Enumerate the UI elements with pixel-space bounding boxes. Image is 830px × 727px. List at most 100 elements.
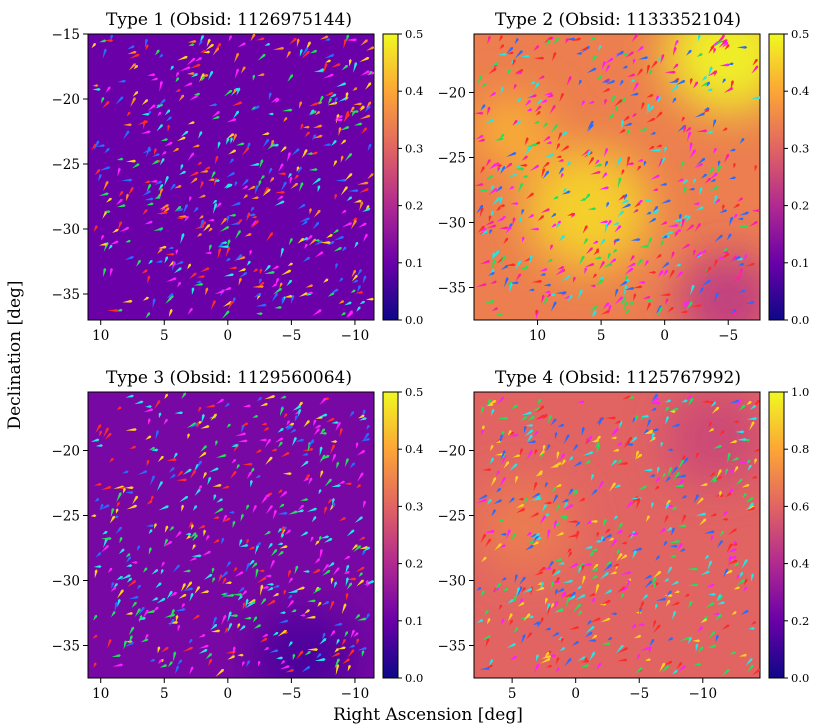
vector-arrow xyxy=(359,546,369,550)
vector-arrow xyxy=(487,398,492,407)
vector-arrow xyxy=(329,93,337,98)
vector-arrow xyxy=(714,39,723,47)
vector-arrow xyxy=(209,244,212,252)
vector-arrow xyxy=(551,568,556,576)
vector-arrow xyxy=(521,411,532,416)
heatmap xyxy=(87,391,375,679)
vector-arrow xyxy=(535,111,541,116)
vector-arrow xyxy=(346,196,353,202)
y-tick-label: −35 xyxy=(52,639,81,655)
vector-arrow xyxy=(296,38,300,48)
vector-arrow xyxy=(313,209,321,218)
vector-arrow xyxy=(126,504,138,510)
vector-arrow xyxy=(90,438,100,442)
vector-arrow xyxy=(556,451,560,460)
y-ticks: −20−25−30−35 xyxy=(438,444,474,655)
vector-arrow xyxy=(639,606,643,615)
vector-arrow xyxy=(604,528,611,534)
vector-arrow xyxy=(584,460,591,466)
vector-arrow xyxy=(559,453,565,461)
vector-arrow xyxy=(484,529,495,533)
vector-arrow xyxy=(288,577,293,584)
vector-arrow xyxy=(259,268,263,275)
vector-arrow xyxy=(704,555,709,560)
vector-arrow xyxy=(499,255,507,264)
vector-arrow xyxy=(110,507,115,518)
vector-arrow xyxy=(151,160,159,165)
vector-arrow xyxy=(617,461,629,465)
vector-arrow xyxy=(524,497,528,504)
vector-arrow xyxy=(480,533,487,544)
vector-arrow xyxy=(550,301,557,312)
vector-arrow xyxy=(205,535,210,541)
vector-arrow xyxy=(172,262,176,268)
vector-arrow xyxy=(719,209,728,213)
vector-arrow xyxy=(708,70,717,77)
vector-arrow xyxy=(671,527,675,536)
vector-arrow xyxy=(739,653,747,657)
vector-arrow xyxy=(362,275,367,284)
vector-arrow xyxy=(666,566,672,575)
vector-arrow xyxy=(540,273,546,276)
vector-arrow xyxy=(603,534,612,539)
vector-arrow xyxy=(510,202,519,205)
vector-arrow xyxy=(224,581,232,585)
vector-arrow xyxy=(614,288,619,298)
vector-arrow xyxy=(158,54,164,59)
vector-arrow xyxy=(198,131,203,139)
vector-arrow xyxy=(227,614,239,618)
vector-arrow xyxy=(175,260,184,265)
vector-arrow xyxy=(180,164,184,171)
vector-arrow xyxy=(595,539,601,543)
vector-arrow xyxy=(200,445,207,453)
vector-arrow xyxy=(355,290,364,294)
vector-arrow xyxy=(526,632,532,640)
vector-arrow xyxy=(582,225,588,234)
vector-arrow xyxy=(740,610,749,615)
vector-arrow xyxy=(159,204,169,210)
vector-arrow xyxy=(687,583,699,587)
vector-arrow xyxy=(163,540,173,547)
vector-arrow xyxy=(718,40,728,48)
vector-arrow xyxy=(143,567,148,573)
vector-arrow xyxy=(554,558,563,562)
vector-arrow xyxy=(576,563,585,569)
vector-arrow xyxy=(491,307,499,312)
heatmap-hotspot xyxy=(677,252,760,320)
vector-arrow xyxy=(166,116,172,122)
vector-arrow xyxy=(90,514,97,518)
vector-arrow xyxy=(686,301,693,310)
vector-arrow xyxy=(599,572,609,580)
vector-arrow xyxy=(306,152,314,155)
vector-arrow xyxy=(526,450,533,460)
vector-arrow xyxy=(736,438,747,441)
vector-arrow xyxy=(744,300,755,305)
vector-arrow xyxy=(277,489,283,494)
panel-title: Type 3 (Obsid: 1129560064) xyxy=(106,368,352,388)
vector-arrow xyxy=(533,534,539,543)
vector-arrow xyxy=(274,190,286,194)
vector-arrow xyxy=(585,247,593,255)
vector-arrow xyxy=(126,564,133,567)
vector-arrow xyxy=(518,497,525,501)
vector-arrow xyxy=(256,37,265,41)
vector-arrow xyxy=(110,34,114,41)
vector-arrow xyxy=(131,163,140,169)
vector-arrow xyxy=(238,277,242,286)
vector-arrow xyxy=(476,587,482,591)
vector-arrow xyxy=(476,498,487,504)
vector-arrow xyxy=(737,197,743,202)
vector-arrow xyxy=(650,407,657,411)
vector-arrow xyxy=(272,509,277,520)
vector-arrow xyxy=(268,112,274,116)
vector-arrow xyxy=(129,445,137,449)
vector-arrow xyxy=(528,255,533,265)
colorbar-gradient xyxy=(382,33,399,321)
vector-arrow xyxy=(552,462,562,467)
vector-arrow xyxy=(605,561,612,566)
vector-arrow xyxy=(268,167,273,175)
vector-arrow xyxy=(313,124,323,128)
vector-arrow xyxy=(743,438,751,442)
vector-arrow xyxy=(741,483,750,488)
vector-arrow xyxy=(168,246,174,250)
